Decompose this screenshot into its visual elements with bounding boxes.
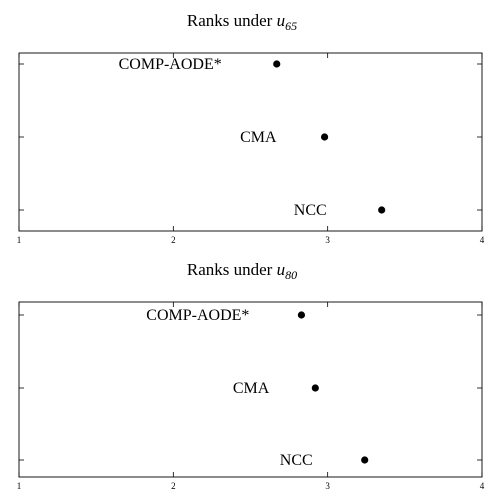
data-point <box>320 133 329 141</box>
chart-title: Ranks under u80 <box>187 260 297 282</box>
point-label: NCC <box>294 202 327 219</box>
chart-title-text: Ranks under <box>187 260 277 279</box>
data-point <box>378 206 386 214</box>
x-tick-label: 1 <box>17 235 22 245</box>
chart-title-var: u <box>277 11 286 30</box>
chart-panel-2: Ranks under u80 1 2 3 4 COMP-AODE* CMA NCC <box>17 260 485 491</box>
x-tick-label: 2 <box>171 235 176 245</box>
data-point <box>273 60 281 68</box>
data-point <box>311 384 319 392</box>
x-tick-label: 4 <box>480 235 485 245</box>
x-tick-label: 2 <box>171 481 176 491</box>
point-label: COMP-AODE* <box>146 307 249 324</box>
chart-title: Ranks under u65 <box>187 11 297 33</box>
point-label: CMA <box>240 129 277 146</box>
plot-frame <box>18 52 483 232</box>
point-label: COMP-AODE* <box>119 56 222 73</box>
x-tick-label: 3 <box>325 481 330 491</box>
point-label: CMA <box>233 380 270 397</box>
chart-title-subscript: 80 <box>285 268 297 282</box>
chart-title-subscript: 65 <box>285 19 297 33</box>
chart-title-text: Ranks under <box>187 11 277 30</box>
plot-frame <box>18 301 483 478</box>
x-tick-label: 4 <box>480 481 485 491</box>
data-point <box>297 311 306 319</box>
point-label: NCC <box>280 452 313 469</box>
chart-title-var: u <box>277 260 286 279</box>
data-point <box>361 456 369 464</box>
chart-panel-1: Ranks under u65 1 2 3 4 COMP-AODE* CMA NCC <box>17 11 485 245</box>
x-tick-label: 1 <box>17 481 22 491</box>
x-tick-label: 3 <box>325 235 330 245</box>
